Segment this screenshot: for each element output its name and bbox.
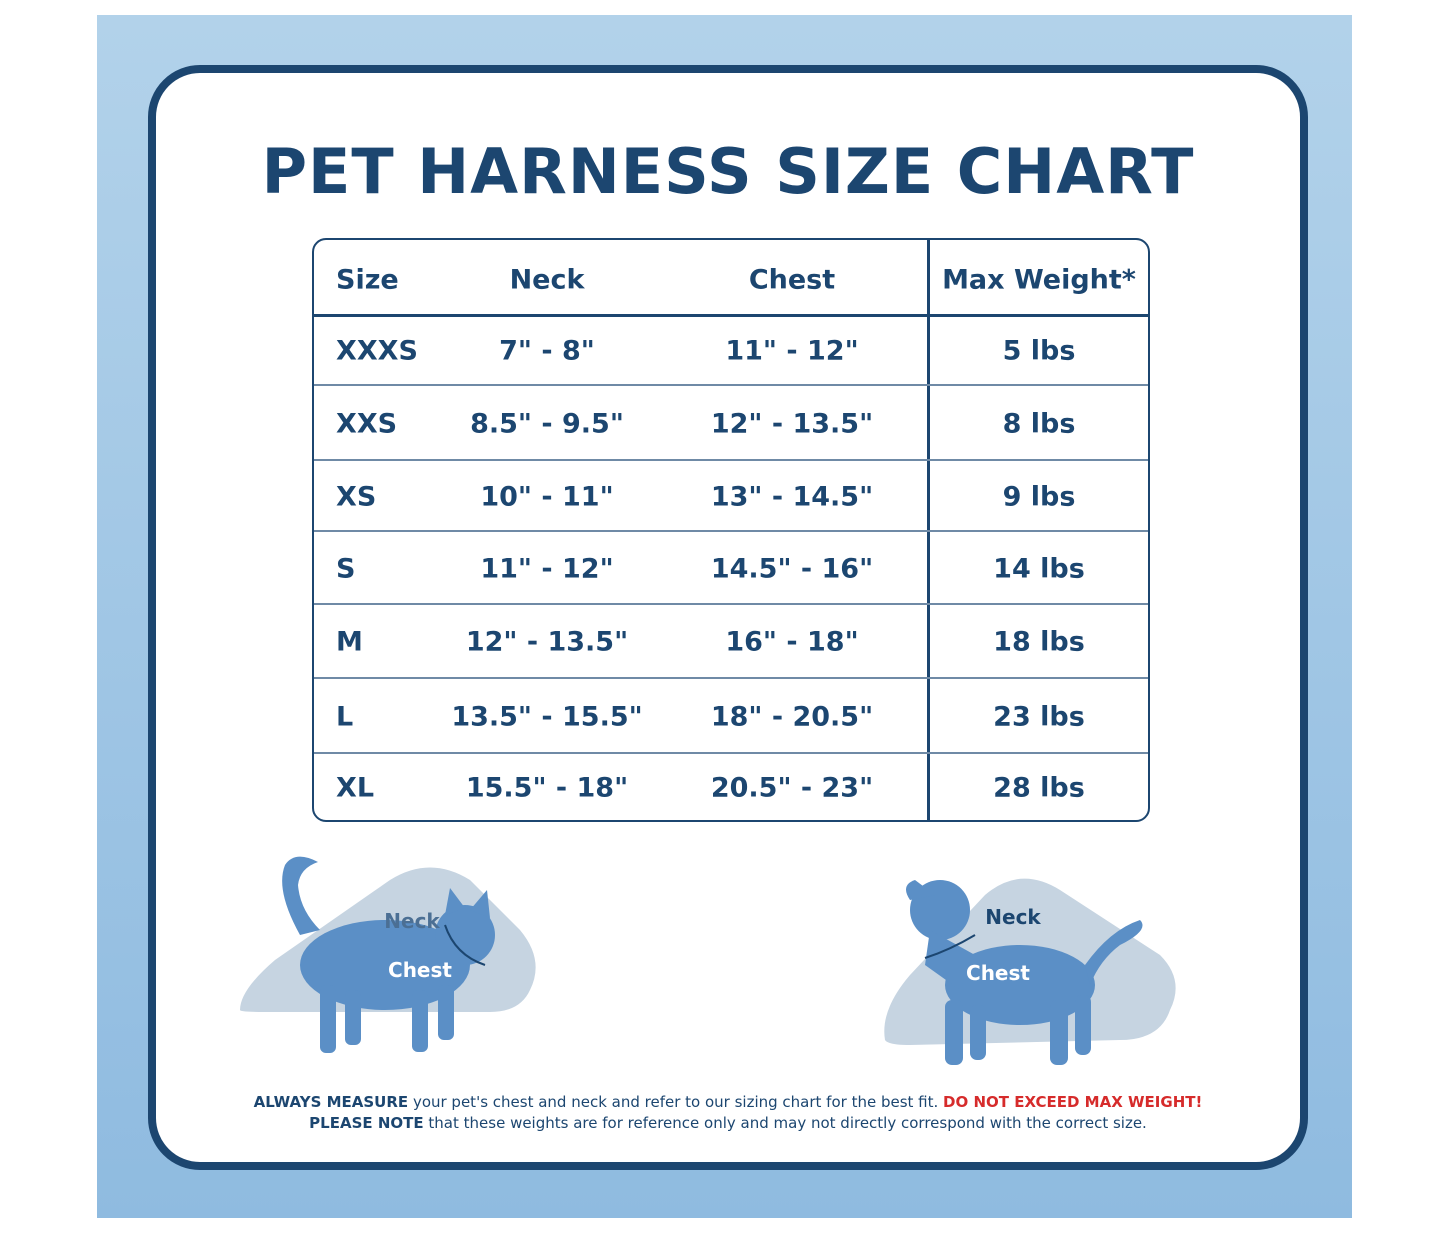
value-cell: 11" - 12" <box>725 335 859 367</box>
footer-line: PLEASE NOTE that these weights are for r… <box>148 1114 1308 1132</box>
warning: DO NOT EXCEED MAX WEIGHT! <box>943 1093 1203 1111</box>
size-cell: XXS <box>336 408 398 439</box>
size-cell: S <box>336 553 356 584</box>
footer-line: ALWAYS MEASURE your pet's chest and neck… <box>148 1093 1308 1111</box>
row-divider <box>314 384 1148 386</box>
row-divider <box>314 530 1148 532</box>
value-cell: 7" - 8" <box>499 335 595 367</box>
value-cell: 23 lbs <box>993 701 1085 732</box>
cat-illustration: Neck Chest <box>240 856 536 1053</box>
note: your pet's chest and neck and refer to o… <box>412 1093 939 1111</box>
value-cell: 12" - 13.5" <box>465 626 629 658</box>
value-cell: 8 lbs <box>1002 408 1076 439</box>
chest-label: Chest <box>966 961 1030 985</box>
value-cell: 13" - 14.5" <box>710 481 874 512</box>
value-cell: 12" - 13.5" <box>710 408 874 439</box>
dog-snout <box>906 880 935 900</box>
dog-neck <box>925 930 975 990</box>
dog-tail <box>1085 920 1143 985</box>
value-cell: 13.5" - 15.5" <box>451 701 643 732</box>
neck-label: Neck <box>985 905 1041 929</box>
value-cell: 18 lbs <box>993 626 1085 658</box>
cat-head <box>435 905 495 965</box>
emphasis: ALWAYS MEASURE <box>253 1093 409 1111</box>
value-cell: 14.5" - 16" <box>710 553 874 584</box>
column-header: Size <box>336 264 399 296</box>
row-divider <box>314 677 1148 679</box>
dog-illustration: Neck Chest <box>884 878 1176 1065</box>
value-cell: 16" - 18" <box>725 626 859 658</box>
row-divider <box>314 603 1148 605</box>
emphasis: PLEASE NOTE <box>309 1114 424 1132</box>
neck-line <box>444 924 486 966</box>
value-cell: 9 lbs <box>1002 481 1076 512</box>
value-cell: 20.5" - 23" <box>710 772 874 804</box>
dog-leg <box>970 1005 986 1060</box>
dog-leg <box>1050 1000 1068 1065</box>
header-divider <box>314 314 1148 317</box>
column-header: Max Weight* <box>942 264 1136 296</box>
size-cell: XS <box>336 481 377 512</box>
cat-tail <box>282 856 320 935</box>
title: PET HARNESS SIZE CHART <box>261 135 1195 208</box>
column-header: Chest <box>748 264 836 296</box>
size-cell: XL <box>336 772 375 804</box>
dog-leg <box>945 1000 963 1065</box>
value-cell: 15.5" - 18" <box>465 772 629 804</box>
cat-leg <box>320 985 336 1053</box>
value-cell: 8.5" - 9.5" <box>470 408 624 439</box>
cat-ears <box>445 888 490 918</box>
cat-leg <box>412 990 428 1052</box>
value-cell: 28 lbs <box>993 772 1085 804</box>
cat-leg <box>345 990 361 1045</box>
value-cell: 11" - 12" <box>480 553 614 584</box>
row-divider <box>314 459 1148 461</box>
value-cell: 10" - 11" <box>480 481 614 512</box>
neck-label: Neck <box>384 909 440 933</box>
neck-line <box>924 934 976 959</box>
size-cell: M <box>336 626 363 658</box>
cat-leg <box>438 985 454 1040</box>
column-header: Neck <box>509 264 585 296</box>
row-divider <box>314 752 1148 754</box>
size-cell: XXXS <box>336 335 418 367</box>
cat-body <box>300 920 470 1010</box>
value-cell: 18" - 20.5" <box>710 701 874 732</box>
dog-leg <box>1075 995 1091 1055</box>
chest-label: Chest <box>388 958 452 982</box>
size-cell: L <box>336 701 354 732</box>
note: that these weights are for reference onl… <box>428 1114 1147 1132</box>
value-cell: 5 lbs <box>1002 335 1076 367</box>
value-cell: 14 lbs <box>993 553 1085 584</box>
size-table: Size Neck Chest Max Weight* XXXS 7" - 8" 11" -… <box>312 238 1150 822</box>
